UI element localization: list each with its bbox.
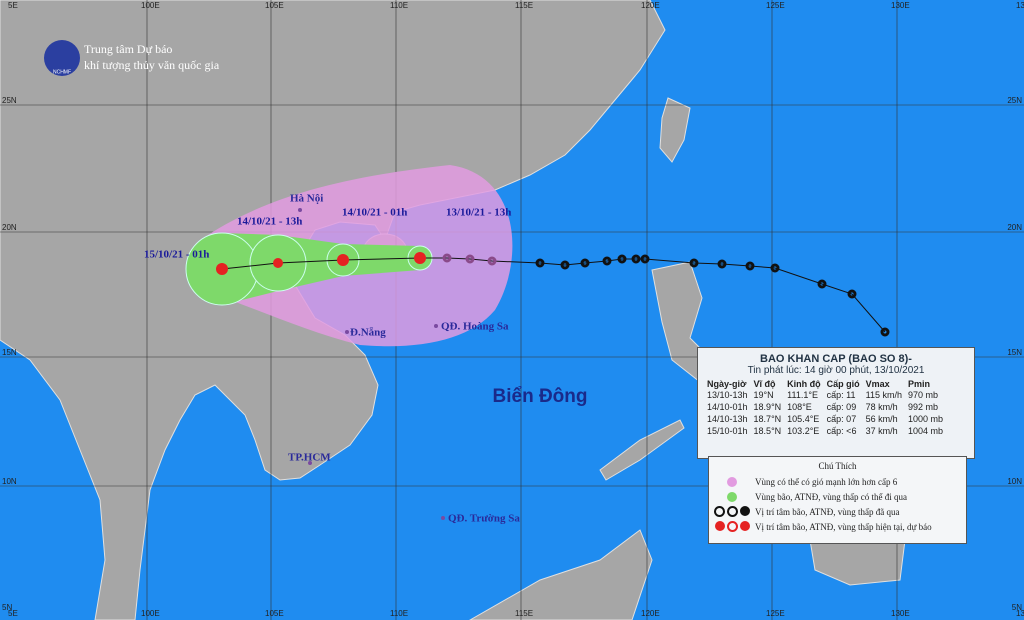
forecast-label: 13/10/21 - 13h bbox=[446, 207, 511, 219]
table-cell: 14/10-01h bbox=[707, 402, 748, 412]
place-label: TP.HCM bbox=[288, 452, 331, 464]
table-cell: 56 km/h bbox=[865, 414, 898, 424]
x-axis-label: 120E bbox=[641, 1, 660, 10]
info-table: BAO KHAN CAP (BAO SO 8)- Tin phát lúc: 1… bbox=[697, 347, 975, 459]
legend-text: Vị trí tâm bão, ATNĐ, vùng thấp hiện tại… bbox=[755, 521, 932, 532]
x-axis-label: 125E bbox=[766, 1, 785, 10]
x-axis-label: 115E bbox=[515, 1, 533, 10]
table-header: Pmin bbox=[908, 379, 931, 389]
x-axis-label: 130E bbox=[891, 1, 910, 10]
table-header: Cấp gió bbox=[826, 379, 860, 389]
place-label: QĐ. Trường Sa bbox=[448, 513, 520, 525]
table-header: Vmax bbox=[865, 379, 890, 389]
table-row: 14/10-13h 18.7°N 105.4°E cấp: 07 56 km/h 1000… bbox=[704, 413, 946, 425]
legend-text: Vùng bão, ATNĐ, vùng thấp có thể đi qua bbox=[755, 491, 907, 502]
x-axis-label: 5E bbox=[8, 1, 18, 10]
forecast-label: 14/10/21 - 13h bbox=[237, 216, 302, 228]
x-axis-label: 100E bbox=[141, 609, 160, 618]
y-axis-label: 25N bbox=[1007, 96, 1022, 105]
y-axis-label: 15N bbox=[2, 348, 17, 357]
x-axis-label: 100E bbox=[141, 1, 160, 10]
recent-positions bbox=[442, 253, 497, 266]
place-label: Đ.Nẵng bbox=[350, 327, 386, 339]
x-axis-label: 13 bbox=[1016, 609, 1024, 618]
logo-badge: NCHMF bbox=[53, 69, 71, 75]
x-axis-label: 105E bbox=[265, 1, 284, 10]
sea-label: Biển Đông bbox=[493, 386, 588, 407]
table-header: Ngày-giờ bbox=[707, 379, 747, 389]
forecast-positions bbox=[216, 252, 426, 275]
x-axis-label: 5E bbox=[8, 609, 18, 618]
x-axis-label: 115E bbox=[515, 609, 533, 618]
table-cell: 15/10-01h bbox=[707, 426, 748, 436]
table-cell: 78 km/h bbox=[865, 402, 898, 412]
table-cell: 18.5°N bbox=[753, 426, 782, 436]
y-axis-label: 20N bbox=[2, 223, 17, 232]
table-cell: 115 km/h bbox=[865, 390, 903, 400]
x-axis-label: 120E bbox=[641, 609, 660, 618]
place-label: QĐ. Hoàng Sa bbox=[441, 321, 509, 333]
legend-item: Vùng bão, ATNĐ, vùng thấp có thể đi qua bbox=[709, 489, 966, 504]
forecast-label: 14/10/21 - 01h bbox=[342, 207, 407, 219]
table-row: 14/10-01h 18.9°N 108°E cấp: 09 78 km/h 992 mb bbox=[704, 401, 946, 413]
y-axis-label: 15N bbox=[1007, 348, 1022, 357]
table-cell: 18.9°N bbox=[753, 402, 782, 412]
logo-text: Trung tâm Dự báo bbox=[84, 42, 172, 56]
table-cell: 37 km/h bbox=[865, 426, 898, 436]
legend-item: Vùng có thể có gió mạnh lớn hơn cấp 6 bbox=[709, 474, 966, 489]
table-issued: Tin phát lúc: 14 giờ 00 phút, 13/10/2021 bbox=[747, 365, 925, 376]
table-title: BAO KHAN CAP (BAO SO 8)- bbox=[760, 353, 912, 365]
x-axis-label: 13 bbox=[1016, 1, 1024, 10]
legend-title: Chú Thích bbox=[818, 461, 857, 471]
table-cell: 19°N bbox=[753, 390, 774, 400]
y-axis-label: 10N bbox=[1007, 477, 1022, 486]
legend-text: Vùng có thể có gió mạnh lớn hơn cấp 6 bbox=[755, 476, 898, 487]
table-cell: 103.2°E bbox=[787, 426, 820, 436]
table-cell: 1000 mb bbox=[908, 414, 944, 424]
legend-item: Vị trí tâm bão, ATNĐ, vùng thấp đã qua bbox=[709, 504, 966, 519]
table-row: 13/10-13h 19°N 111.1°E cấp: 11 115 km/h 970 m… bbox=[704, 389, 946, 401]
table-cell: 14/10-13h bbox=[707, 414, 748, 424]
table-cell: cấp: 11 bbox=[826, 390, 856, 400]
y-axis-label: 25N bbox=[2, 96, 17, 105]
table-cell: cấp: <6 bbox=[826, 426, 857, 436]
table-cell: 1004 mb bbox=[908, 426, 944, 436]
legend-text: Vị trí tâm bão, ATNĐ, vùng thấp đã qua bbox=[755, 506, 900, 517]
x-axis-label: 130E bbox=[891, 609, 910, 618]
forecast-label: 15/10/21 - 01h bbox=[144, 249, 209, 261]
legend-item: Vị trí tâm bão, ATNĐ, vùng thấp hiện tại… bbox=[709, 519, 966, 534]
y-axis-label: 10N bbox=[2, 477, 17, 486]
x-axis-label: 125E bbox=[766, 609, 785, 618]
table-row: 15/10-01h 18.5°N 103.2°E cấp: <6 37 km/h 1004… bbox=[704, 425, 946, 437]
table-cell: 111.1°E bbox=[787, 390, 818, 400]
place-label: Hà Nội bbox=[290, 193, 323, 205]
table-cell: 108°E bbox=[787, 402, 812, 412]
track bbox=[221, 257, 886, 333]
table-cell: 970 mb bbox=[908, 390, 939, 400]
x-axis-label: 105E bbox=[265, 609, 284, 618]
table-cell: cấp: 07 bbox=[826, 414, 857, 424]
table-cell: cấp: 09 bbox=[826, 402, 857, 412]
table-cell: 13/10-13h bbox=[707, 390, 748, 400]
y-axis-label: 20N bbox=[1007, 223, 1022, 232]
table: Ngày-giờ Vĩ độ Kinh độ Cấp gió Vmax Pmin 13/10… bbox=[704, 379, 946, 437]
table-header: Vĩ độ bbox=[753, 379, 776, 389]
legend: Chú Thích Vùng có thể có gió mạnh lớn hơ… bbox=[708, 456, 967, 544]
logo bbox=[44, 40, 80, 76]
x-axis-label: 110E bbox=[390, 1, 408, 10]
table-cell: 105.4°E bbox=[787, 414, 820, 424]
y-axis-label: 5N bbox=[1012, 603, 1022, 612]
past-positions bbox=[535, 254, 890, 337]
y-axis-label: 5N bbox=[2, 603, 12, 612]
table-cell: 992 mb bbox=[908, 402, 939, 412]
table-header: Kinh độ bbox=[787, 379, 821, 389]
place-dots bbox=[298, 208, 445, 520]
logo-text: khí tượng thủy văn quốc gia bbox=[84, 58, 220, 72]
table-cell: 18.7°N bbox=[753, 414, 782, 424]
x-axis-label: 110E bbox=[390, 609, 408, 618]
